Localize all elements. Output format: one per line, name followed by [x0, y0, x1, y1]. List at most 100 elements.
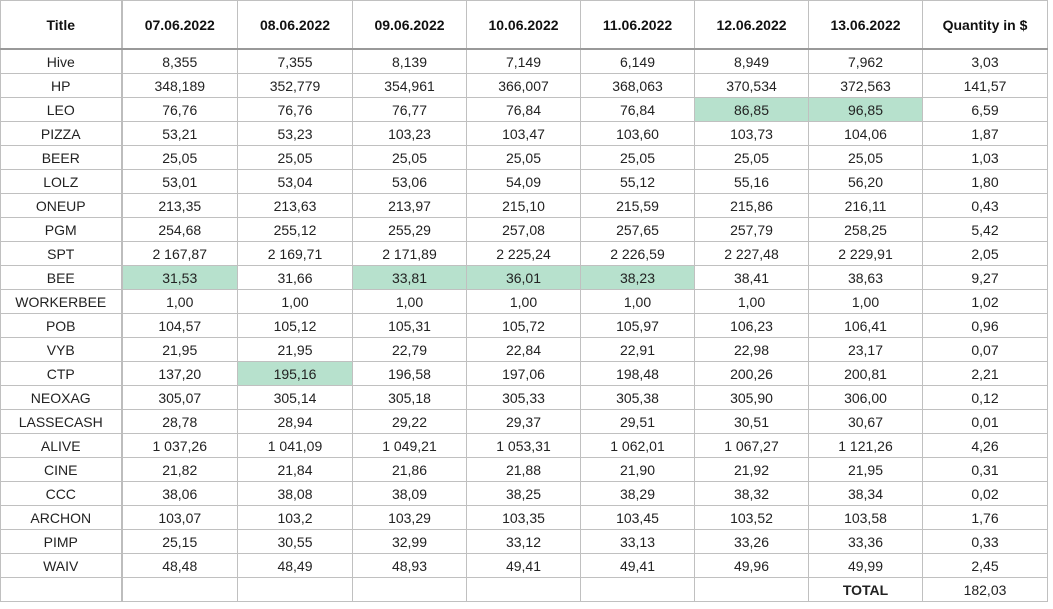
price-cell[interactable]: 103,45 — [580, 505, 695, 530]
token-name-cell[interactable]: LASSECASH — [0, 409, 123, 434]
price-cell[interactable]: 38,63 — [808, 265, 923, 290]
token-name-cell[interactable]: ARCHON — [0, 505, 123, 530]
price-cell[interactable]: 22,91 — [580, 337, 695, 362]
price-cell[interactable]: 200,26 — [694, 361, 809, 386]
price-cell[interactable]: 76,84 — [580, 97, 695, 122]
price-cell[interactable]: 254,68 — [121, 217, 238, 242]
quantity-cell[interactable]: 1,87 — [922, 121, 1048, 146]
price-cell[interactable]: 372,563 — [808, 73, 923, 98]
column-header-date[interactable]: 09.06.2022 — [352, 0, 467, 50]
price-cell[interactable]: 215,59 — [580, 193, 695, 218]
price-cell[interactable]: 49,41 — [466, 553, 581, 578]
price-cell[interactable]: 21,86 — [352, 457, 467, 482]
price-cell[interactable]: 103,47 — [466, 121, 581, 146]
price-cell[interactable]: 213,97 — [352, 193, 467, 218]
price-cell[interactable]: 31,53 — [121, 265, 238, 290]
price-cell[interactable]: 55,16 — [694, 169, 809, 194]
token-name-cell[interactable]: CINE — [0, 457, 123, 482]
token-name-cell[interactable]: LOLZ — [0, 169, 123, 194]
price-cell[interactable]: 38,34 — [808, 481, 923, 506]
price-cell[interactable]: 103,58 — [808, 505, 923, 530]
price-cell[interactable]: 48,49 — [237, 553, 353, 578]
quantity-cell[interactable]: 0,33 — [922, 529, 1048, 554]
column-header-date[interactable]: 10.06.2022 — [466, 0, 581, 50]
price-cell[interactable]: 258,25 — [808, 217, 923, 242]
price-cell[interactable]: 305,33 — [466, 385, 581, 410]
price-cell[interactable]: 1 041,09 — [237, 433, 353, 458]
token-name-cell[interactable]: BEE — [0, 265, 123, 290]
price-cell[interactable]: 33,36 — [808, 529, 923, 554]
price-cell[interactable]: 86,85 — [694, 97, 809, 122]
price-cell[interactable]: 1 049,21 — [352, 433, 467, 458]
price-cell[interactable]: 32,99 — [352, 529, 467, 554]
price-cell[interactable]: 23,17 — [808, 337, 923, 362]
price-cell[interactable]: 25,05 — [580, 145, 695, 170]
price-cell[interactable]: 21,95 — [808, 457, 923, 482]
price-cell[interactable]: 53,01 — [121, 169, 238, 194]
price-cell[interactable]: 137,20 — [121, 361, 238, 386]
quantity-cell[interactable]: 0,12 — [922, 385, 1048, 410]
price-cell[interactable]: 1,00 — [352, 289, 467, 314]
token-name-cell[interactable]: PIZZA — [0, 121, 123, 146]
price-cell[interactable]: 103,29 — [352, 505, 467, 530]
price-cell[interactable]: 25,05 — [694, 145, 809, 170]
token-name-cell[interactable]: PGM — [0, 217, 123, 242]
price-cell[interactable]: 49,96 — [694, 553, 809, 578]
column-header-title[interactable]: Title — [0, 0, 123, 50]
price-cell[interactable]: 1,00 — [580, 289, 695, 314]
price-cell[interactable]: 255,29 — [352, 217, 467, 242]
column-header-date[interactable]: 11.06.2022 — [580, 0, 695, 50]
price-cell[interactable]: 305,18 — [352, 385, 467, 410]
quantity-cell[interactable]: 1,76 — [922, 505, 1048, 530]
price-cell[interactable]: 31,66 — [237, 265, 353, 290]
price-cell[interactable]: 368,063 — [580, 73, 695, 98]
token-name-cell[interactable]: LEO — [0, 97, 123, 122]
price-cell[interactable]: 195,16 — [237, 361, 353, 386]
price-cell[interactable]: 21,84 — [237, 457, 353, 482]
price-cell[interactable]: 25,05 — [808, 145, 923, 170]
token-name-cell[interactable]: PIMP — [0, 529, 123, 554]
price-cell[interactable]: 48,93 — [352, 553, 467, 578]
price-cell[interactable]: 33,12 — [466, 529, 581, 554]
price-cell[interactable]: 53,23 — [237, 121, 353, 146]
price-cell[interactable]: 76,76 — [121, 97, 238, 122]
price-cell[interactable]: 305,07 — [121, 385, 238, 410]
token-name-cell[interactable]: Hive — [0, 48, 123, 74]
price-cell[interactable]: 103,52 — [694, 505, 809, 530]
price-cell[interactable]: 22,79 — [352, 337, 467, 362]
price-cell[interactable]: 29,37 — [466, 409, 581, 434]
price-cell[interactable]: 1 037,26 — [121, 433, 238, 458]
price-cell[interactable]: 2 229,91 — [808, 241, 923, 266]
price-cell[interactable]: 28,78 — [121, 409, 238, 434]
price-cell[interactable]: 76,76 — [237, 97, 353, 122]
price-cell[interactable]: 30,55 — [237, 529, 353, 554]
price-cell[interactable]: 2 227,48 — [694, 241, 809, 266]
price-cell[interactable]: 33,81 — [352, 265, 467, 290]
price-cell[interactable]: 49,99 — [808, 553, 923, 578]
quantity-cell[interactable]: 0,31 — [922, 457, 1048, 482]
price-cell[interactable]: 53,04 — [237, 169, 353, 194]
price-cell[interactable]: 76,77 — [352, 97, 467, 122]
price-cell[interactable]: 25,05 — [121, 145, 238, 170]
price-cell[interactable]: 306,00 — [808, 385, 923, 410]
empty-cell[interactable] — [694, 577, 809, 602]
price-cell[interactable]: 103,07 — [121, 505, 238, 530]
price-cell[interactable]: 1,00 — [466, 289, 581, 314]
price-cell[interactable]: 30,51 — [694, 409, 809, 434]
price-cell[interactable]: 105,31 — [352, 313, 467, 338]
price-cell[interactable]: 38,25 — [466, 481, 581, 506]
price-cell[interactable]: 2 167,87 — [121, 241, 238, 266]
price-cell[interactable]: 25,05 — [237, 145, 353, 170]
empty-cell[interactable] — [237, 577, 353, 602]
price-cell[interactable]: 8,355 — [121, 48, 238, 74]
quantity-cell[interactable]: 0,01 — [922, 409, 1048, 434]
token-name-cell[interactable]: VYB — [0, 337, 123, 362]
price-cell[interactable]: 196,58 — [352, 361, 467, 386]
price-cell[interactable]: 1,00 — [237, 289, 353, 314]
price-cell[interactable]: 213,63 — [237, 193, 353, 218]
price-cell[interactable]: 96,85 — [808, 97, 923, 122]
token-name-cell[interactable]: ALIVE — [0, 433, 123, 458]
price-cell[interactable]: 38,08 — [237, 481, 353, 506]
price-cell[interactable]: 370,534 — [694, 73, 809, 98]
price-cell[interactable]: 1 062,01 — [580, 433, 695, 458]
